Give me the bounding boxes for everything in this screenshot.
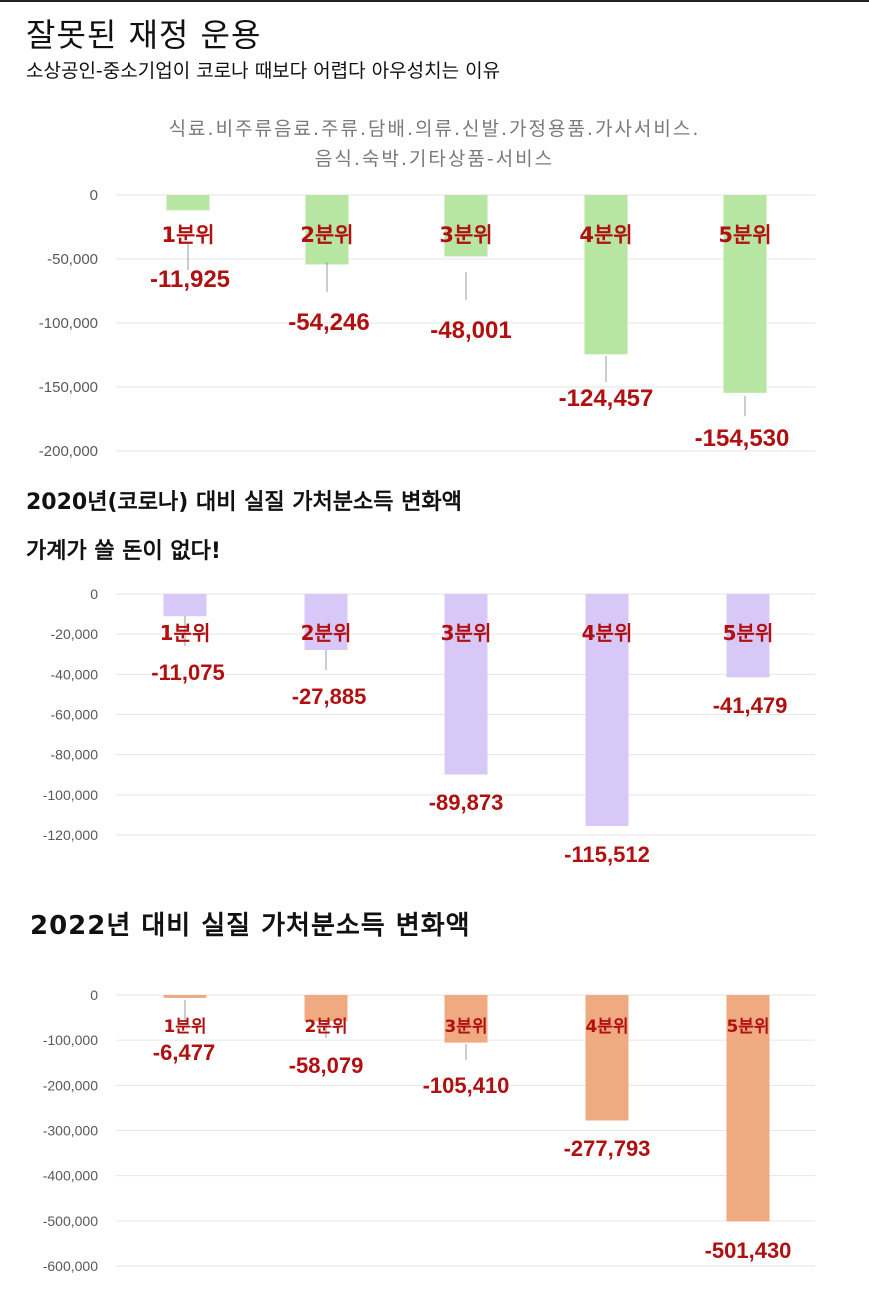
bar — [723, 195, 767, 393]
category-label: 1분위 — [160, 621, 211, 645]
y-tick-label: -100,000 — [43, 1032, 98, 1048]
bar — [444, 195, 488, 257]
value-label: -11,925 — [150, 266, 230, 293]
chart3-caption: 2022년 대비 실질 가처분소득 변화액 — [30, 911, 471, 941]
category-label: 4분위 — [579, 223, 632, 247]
category-label: 4분위 — [585, 1017, 628, 1037]
value-label: -48,001 — [430, 317, 511, 344]
y-tick-label: -80,000 — [51, 747, 99, 763]
chart1-title-line1: 식료.비주류음료.주류.담배.의류.신발.가정용품.가사서비스. — [168, 118, 701, 140]
value-label: -41,479 — [713, 693, 788, 718]
bar — [585, 995, 629, 1121]
chart2-caption-line2: 가계가 쓸 돈이 없다! — [26, 539, 221, 564]
chart3: 0 -100,000 -200,000 -300,000 -400,000 -500,00… — [43, 987, 815, 1274]
value-label: -11,075 — [151, 660, 224, 685]
chart2-caption-line1: 2020년(코로나) 대비 실질 가처분소득 변화액 — [26, 490, 462, 515]
y-tick-label: -50,000 — [47, 251, 98, 268]
y-tick-label: -500,000 — [43, 1213, 98, 1229]
value-label: -89,873 — [429, 790, 504, 815]
y-tick-label: -60,000 — [51, 707, 99, 723]
chart1-title-line2: 음식.숙박.기타상품-서비스 — [314, 148, 555, 170]
y-tick-label: -300,000 — [43, 1123, 98, 1139]
bar — [444, 995, 488, 1043]
category-label: 5분위 — [723, 621, 774, 645]
y-tick-label: -100,000 — [39, 315, 98, 332]
bar — [726, 594, 770, 678]
page-title: 잘못된 재정 운용 — [26, 16, 262, 54]
category-label: 3분위 — [439, 223, 492, 247]
y-tick-label: -20,000 — [51, 626, 99, 642]
y-tick-label: 0 — [90, 586, 98, 602]
category-label: 1분위 — [163, 1017, 206, 1037]
y-tick-label: -120,000 — [43, 827, 98, 843]
y-tick-label: -100,000 — [43, 787, 98, 803]
category-label: 2분위 — [301, 621, 352, 645]
value-label: -115,512 — [564, 842, 650, 867]
value-label: -124,457 — [559, 385, 654, 412]
y-tick-label: 0 — [90, 987, 98, 1003]
category-label: 3분위 — [444, 1017, 487, 1037]
y-tick-label: -200,000 — [43, 1077, 98, 1093]
category-label: 2분위 — [300, 223, 353, 247]
bar — [726, 995, 770, 1222]
y-tick-label: -400,000 — [43, 1168, 98, 1184]
y-tick-label: -200,000 — [39, 443, 98, 460]
y-tick-label: 0 — [90, 187, 98, 204]
category-label: 1분위 — [161, 223, 214, 247]
bar — [444, 594, 488, 775]
bar — [163, 995, 207, 998]
bar — [166, 195, 210, 211]
category-label: 3분위 — [441, 621, 492, 645]
category-label: 5분위 — [726, 1017, 769, 1037]
top-rule — [0, 0, 869, 2]
category-label: 4분위 — [582, 621, 633, 645]
bar — [584, 195, 628, 355]
page-subtitle: 소상공인-중소기업이 코로나 때보다 어렵다 아우성치는 이유 — [26, 60, 501, 82]
bar — [163, 594, 207, 617]
value-label: -54,246 — [288, 309, 369, 336]
value-label: -27,885 — [292, 684, 367, 709]
value-label: -501,430 — [705, 1238, 792, 1263]
value-label: -105,410 — [423, 1073, 510, 1098]
bar — [305, 195, 349, 265]
chart2: 0 -20,000 -40,000 -60,000 -80,000 -100,000 -12… — [43, 586, 815, 867]
y-tick-label: -40,000 — [51, 666, 99, 682]
bar — [304, 995, 348, 1022]
value-label: -154,530 — [695, 425, 790, 452]
category-label: 2분위 — [304, 1017, 347, 1037]
bar — [304, 594, 348, 651]
bar — [585, 594, 629, 826]
category-label: 5분위 — [718, 223, 771, 247]
chart1: 0 -50,000 -100,000 -150,000 -200,000 1분위 2분위 3분… — [39, 187, 815, 460]
value-label: -58,079 — [289, 1053, 364, 1078]
y-tick-label: -600,000 — [43, 1258, 98, 1274]
value-label: -277,793 — [564, 1136, 651, 1161]
y-tick-label: -150,000 — [39, 379, 98, 396]
value-label: -6,477 — [153, 1040, 215, 1065]
